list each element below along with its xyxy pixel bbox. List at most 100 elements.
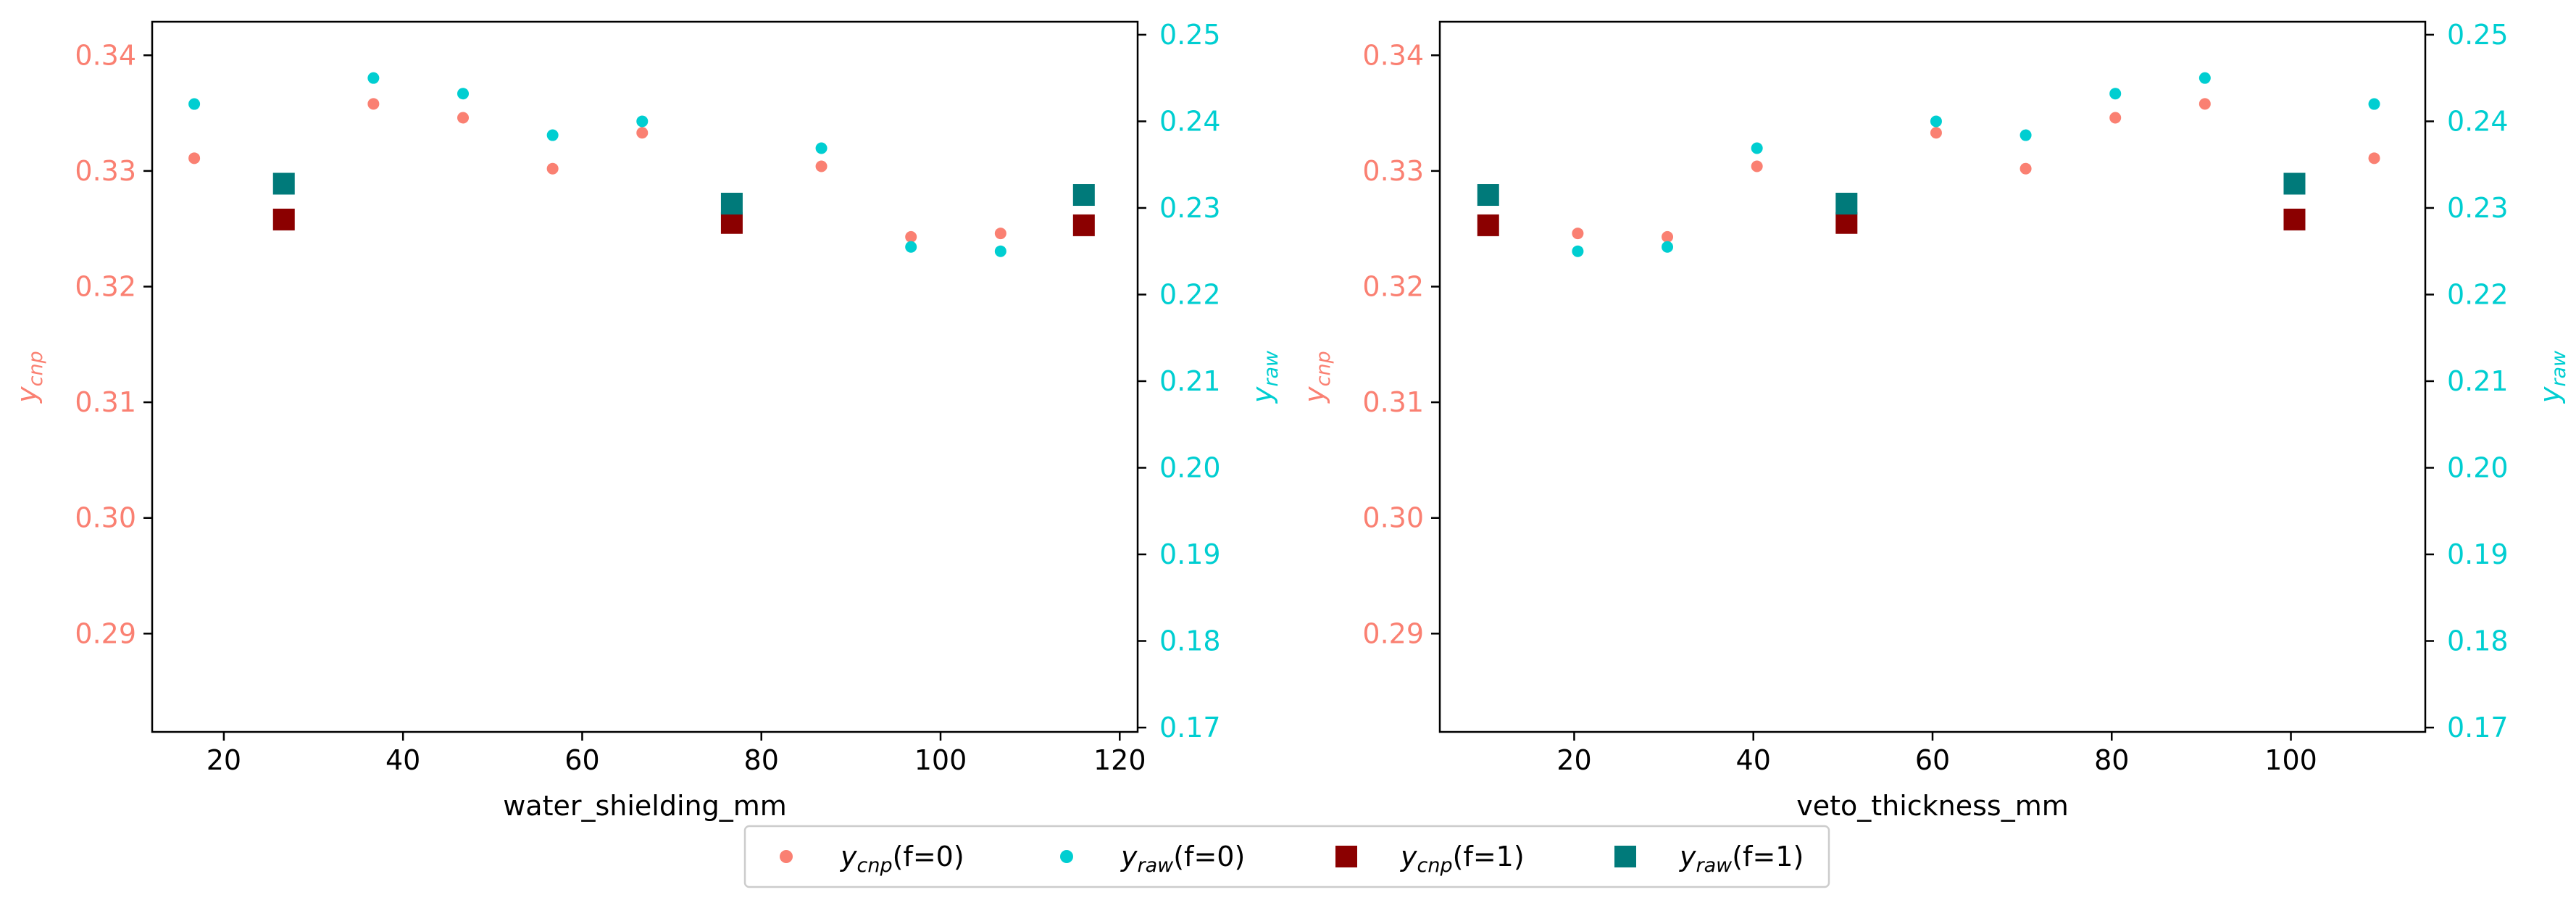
legend-label-suffix: (f=1) [1732, 841, 1804, 872]
chart-panel-1: 20 40 60 80 100 120 water_shielding_mm 0.29 0.30… [11, 19, 1283, 822]
legend-label-sub: raw [1138, 854, 1175, 877]
y-right-tick-label: 0.25 [2447, 19, 2509, 51]
x-tick-label: 80 [744, 744, 779, 776]
data-point-raw_f0 [546, 129, 559, 141]
y-left-tick-label: 0.31 [75, 386, 136, 418]
data-point-raw_f0 [2368, 98, 2380, 110]
data-point-raw_f0 [2109, 88, 2122, 100]
y-right-tick-label: 0.23 [1159, 192, 1221, 224]
series-cnp_f0 [1572, 98, 2380, 243]
data-point-cnp_f1 [2283, 208, 2306, 230]
y-left-tick-label: 0.34 [1362, 39, 1424, 71]
legend-marker-raw_f0 [1060, 850, 1073, 863]
y-right-axis-label-sub: raw [1260, 350, 1283, 387]
y-right-tick-label: 0.21 [1159, 365, 1221, 397]
chart-panels: 20 40 60 80 100 120 water_shielding_mm 0.29 0.30… [11, 19, 2570, 822]
x-tick-label: 60 [564, 744, 599, 776]
y-left-axis-label-sub: cnp [25, 351, 47, 386]
data-point-cnp_f0 [2368, 152, 2380, 164]
x-tick-label: 120 [1093, 744, 1146, 776]
y-right-axis-label: yraw [2534, 350, 2570, 404]
data-point-raw_f0 [1662, 241, 1674, 253]
x-tick-label: 40 [385, 744, 420, 776]
data-point-cnp_f0 [1662, 230, 1674, 243]
x-axis-label: water_shielding_mm [503, 790, 787, 822]
series-cnp_f1 [272, 208, 1095, 236]
series-raw_f0 [188, 72, 1006, 257]
data-point-raw_f0 [1572, 245, 1584, 257]
x-tick-label: 40 [1736, 744, 1771, 776]
data-point-raw_f0 [457, 88, 470, 100]
legend-label-var: y [840, 841, 857, 872]
y-right-tick-label: 0.17 [2447, 712, 2509, 744]
y-left-axis-label-sub: cnp [1312, 351, 1335, 386]
legend-label-cnp_f0: ycnp(f=0) [840, 841, 964, 877]
data-point-cnp_f0 [546, 162, 559, 175]
y-right-tick-label: 0.20 [1159, 451, 1221, 483]
legend-entry-cnp_f0: ycnp(f=0) [780, 841, 964, 877]
legend-label-var: y [1400, 841, 1417, 872]
legend-label-sub: cnp [857, 854, 893, 877]
y-right-tick-label: 0.21 [2447, 365, 2509, 397]
y-right-tick-label: 0.19 [2447, 538, 2509, 570]
y-right-tick-label: 0.25 [1159, 19, 1221, 51]
x-tick-label: 80 [2094, 744, 2129, 776]
data-point-raw_f0 [188, 98, 201, 110]
data-point-raw_f0 [367, 72, 380, 84]
x-tick-label: 20 [207, 744, 241, 776]
legend-entry-cnp_f1: ycnp(f=1) [1335, 841, 1525, 877]
data-point-cnp_f0 [367, 98, 380, 110]
data-point-raw_f1 [720, 192, 743, 214]
data-point-cnp_f1 [1477, 214, 1499, 236]
data-point-raw_f0 [2198, 72, 2211, 84]
y-left-axis-label: ycnp [11, 351, 47, 404]
legend-entry-raw_f0: yraw(f=0) [1060, 841, 1245, 877]
legend-frame [743, 825, 1830, 888]
data-point-raw_f1 [1835, 192, 1858, 214]
data-point-raw_f0 [1930, 115, 1942, 128]
legend-marker-raw_f1 [1614, 846, 1636, 867]
data-point-raw_f0 [905, 241, 917, 253]
y-left-tick-label: 0.30 [1362, 502, 1424, 534]
legend-marker-cnp_f1 [1335, 846, 1357, 867]
data-point-raw_f0 [994, 245, 1006, 257]
x-tick-label: 100 [914, 744, 967, 776]
data-point-raw_f1 [1072, 184, 1095, 207]
data-point-cnp_f0 [815, 160, 828, 172]
data-point-cnp_f0 [2019, 162, 2032, 175]
y-right-axis-label: yraw [1246, 350, 1283, 404]
chart-panel-2: 20 40 60 80 100 veto_thickness_mm 0.29 0.30 0.31… [1299, 19, 2570, 822]
data-point-cnp_f1 [720, 212, 743, 234]
series-raw_f1 [1477, 172, 2306, 214]
y-right-tick-label: 0.17 [1159, 712, 1221, 744]
y-right-tick-label: 0.22 [2447, 278, 2509, 310]
y-left-tick-label: 0.31 [1362, 386, 1424, 418]
data-point-cnp_f1 [1072, 214, 1095, 236]
plot-frame [151, 20, 1139, 733]
data-point-cnp_f0 [1930, 127, 1942, 139]
y-right-tick-label: 0.22 [1159, 278, 1221, 310]
x-tick-label: 100 [2264, 744, 2317, 776]
y-right-tick-label: 0.23 [2447, 192, 2509, 224]
y-right-tick-label: 0.18 [1159, 625, 1221, 657]
y-left-tick-label: 0.32 [75, 271, 136, 303]
y-right-axis-label-var: y [2534, 386, 2566, 404]
data-point-cnp_f0 [636, 127, 649, 139]
data-point-cnp_f0 [188, 152, 201, 164]
y-right-tick-label: 0.20 [2447, 451, 2509, 483]
y-left-axis-label-var: y [11, 386, 43, 404]
data-point-cnp_f0 [2198, 98, 2211, 110]
data-point-cnp_f0 [457, 112, 470, 124]
legend-label-suffix: (f=1) [1453, 841, 1525, 872]
legend-label-suffix: (f=0) [893, 841, 964, 872]
y-right-tick-label: 0.24 [1159, 105, 1221, 137]
series-raw_f1 [272, 172, 1095, 214]
series-cnp_f0 [188, 98, 1006, 243]
data-point-raw_f0 [815, 142, 828, 154]
legend: ycnp(f=0) yraw(f=0) ycnp(f=1) yraw(f=1) [743, 825, 1830, 888]
data-point-cnp_f0 [2109, 112, 2122, 124]
data-point-raw_f1 [272, 172, 295, 195]
data-point-raw_f1 [1477, 184, 1499, 207]
